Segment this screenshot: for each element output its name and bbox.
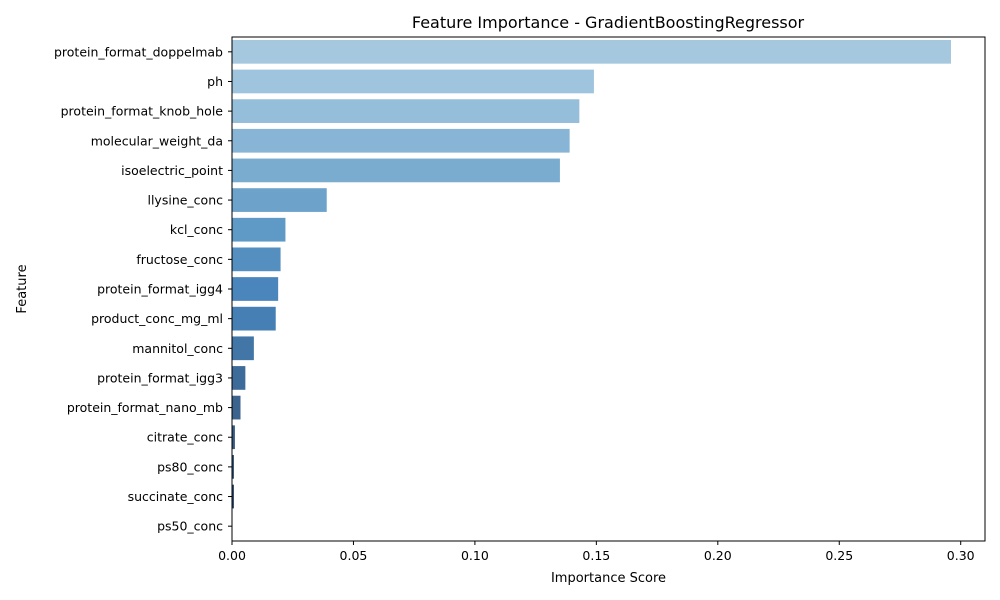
y-tick-label: isoelectric_point: [121, 163, 223, 178]
bar-ps80-conc: [232, 455, 234, 479]
y-axis-label: Feature: [15, 264, 30, 313]
x-ticks: 0.00 0.05 0.10 0.15 0.20 0.25 0.30: [218, 541, 975, 563]
y-tick-label: protein_format_nano_mb: [67, 400, 223, 415]
y-tick-label: succinate_conc: [128, 489, 224, 504]
x-tick-label: 0.05: [340, 548, 368, 563]
bar-isoelectric-point: [232, 158, 560, 183]
y-tick-label: protein_format_igg3: [97, 370, 223, 385]
y-tick-label: protein_format_knob_hole: [61, 104, 224, 119]
y-tick-label: fructose_conc: [136, 252, 223, 267]
x-tick-label: 0.15: [582, 548, 610, 563]
bar-ph: [232, 69, 594, 94]
x-axis-label: Importance Score: [551, 571, 666, 586]
x-tick-label: 0.00: [218, 548, 246, 563]
bar-fructose-conc: [232, 247, 281, 272]
x-tick-label: 0.25: [825, 548, 853, 563]
bar-mannitol-conc: [232, 336, 254, 361]
y-tick-label: mannitol_conc: [132, 341, 223, 356]
bar-protein-format-igg4: [232, 277, 279, 301]
bar-protein-format-nano-mb: [232, 395, 241, 420]
bar-protein-format-igg3: [232, 366, 246, 390]
bar-product-conc-mg-ml: [232, 306, 276, 331]
y-tick-label: ps80_conc: [157, 459, 223, 474]
bar-succinate-conc: [232, 484, 234, 509]
y-tick-label: product_conc_mg_ml: [91, 311, 223, 326]
chart-title: Feature Importance - GradientBoostingReg…: [412, 13, 805, 32]
bar-llysine-conc: [232, 188, 327, 212]
plot-frame: [231, 36, 986, 542]
y-tick-label: molecular_weight_da: [91, 133, 223, 148]
bar-protein-format-doppelmab: [232, 39, 951, 64]
y-tick-label: ps50_conc: [157, 519, 223, 534]
y-tick-label: citrate_conc: [147, 430, 223, 445]
x-tick-label: 0.10: [461, 548, 489, 563]
bar-protein-format-knob-hole: [232, 99, 580, 123]
y-tick-label: llysine_conc: [147, 193, 223, 208]
y-tick-label: protein_format_doppelmab: [54, 44, 223, 59]
x-tick-label: 0.20: [704, 548, 732, 563]
bars-group: [232, 39, 951, 539]
y-tick-label: ph: [207, 74, 223, 89]
x-tick-label: 0.30: [947, 548, 975, 563]
y-tick-label: kcl_conc: [170, 222, 223, 237]
bar-citrate-conc: [232, 425, 235, 450]
y-tick-label: protein_format_igg4: [97, 282, 223, 297]
bar-kcl-conc: [232, 217, 286, 242]
bar-molecular-weight-da: [232, 128, 570, 153]
